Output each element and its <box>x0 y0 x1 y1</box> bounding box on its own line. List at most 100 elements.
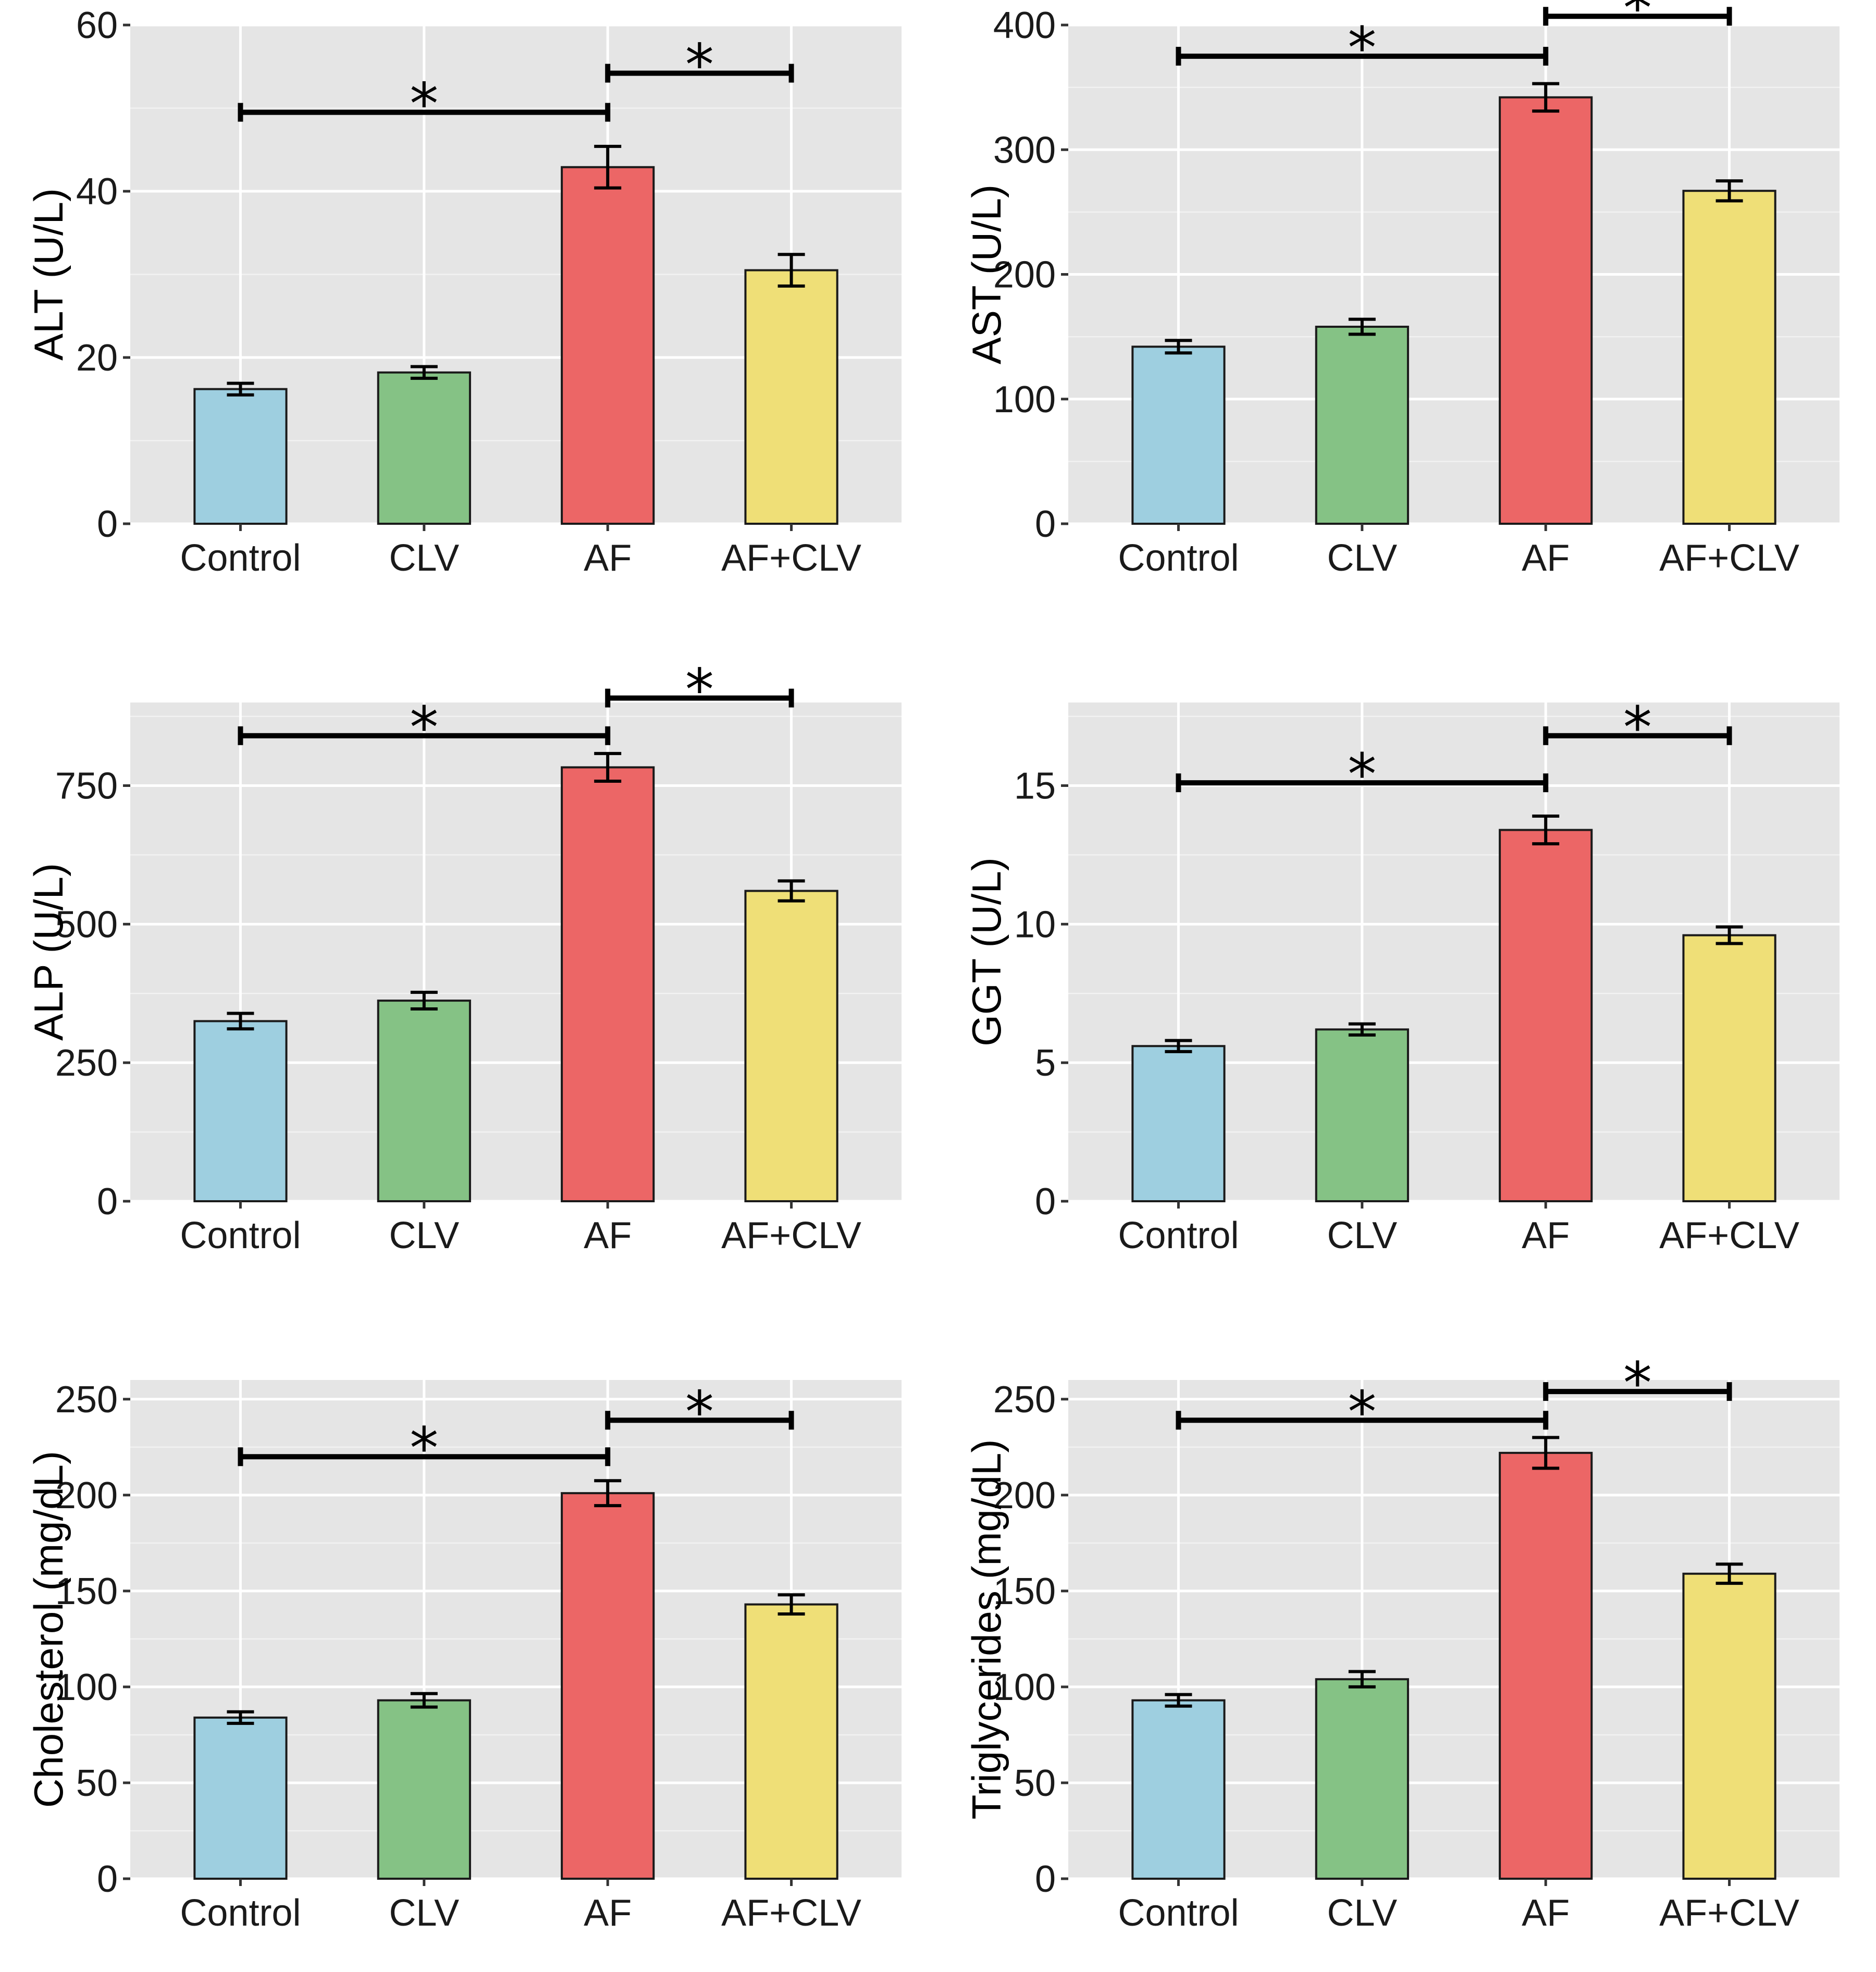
error-bar <box>1348 317 1376 336</box>
error-bar <box>777 1593 805 1616</box>
y-axis-title: GGT (U/L) <box>964 857 1009 1046</box>
bar-clv <box>1315 1678 1409 1880</box>
significance-star: * <box>1623 1350 1652 1416</box>
bar-control <box>193 1020 288 1203</box>
alt-chart: 0 20 40 60 Control CLV AF AF+CLV ALT (U/L) * * <box>0 0 938 615</box>
y-axis-title: Triglycerides (mg/dL) <box>964 1439 1009 1820</box>
bar-clv <box>377 1000 471 1202</box>
y-tick-label: 150 <box>993 1571 1056 1612</box>
y-tick-label: 15 <box>1014 766 1056 807</box>
y-tick-label: 400 <box>993 5 1056 46</box>
significance-bracket <box>238 1447 611 1466</box>
significance-star: * <box>410 694 438 761</box>
significance-bracket <box>238 103 611 122</box>
y-tick-label: 60 <box>76 5 118 46</box>
error-bar <box>1348 1670 1376 1688</box>
error-bar <box>594 144 622 190</box>
significance-star: * <box>685 1378 714 1445</box>
error-bar <box>1715 925 1743 945</box>
y-tick-label: 200 <box>55 1475 118 1517</box>
y-tick-label: 0 <box>1035 503 1056 545</box>
error-bar <box>1715 179 1743 203</box>
alp-chart: 0 250 500 750 Control CLV AF AF+CLV ALP (U/L) * * <box>0 656 938 1292</box>
bar-af-plus-clv <box>744 269 838 525</box>
x-tick-label: Control <box>1118 537 1239 579</box>
x-tick-label: AF+CLV <box>1659 1215 1799 1256</box>
x-tick-label: AF+CLV <box>721 537 861 579</box>
x-tick-label: CLV <box>1327 1215 1397 1256</box>
x-tick-label: CLV <box>389 1892 459 1934</box>
error-bar <box>594 751 622 783</box>
y-axis-title: ALT (U/L) <box>26 188 71 361</box>
x-tick-label: Control <box>1118 1892 1239 1934</box>
error-bar <box>227 381 254 397</box>
significance-bracket <box>1543 1382 1732 1401</box>
y-tick-label: 200 <box>993 254 1056 296</box>
y-tick-label: 500 <box>55 904 118 945</box>
significance-bracket <box>605 688 794 708</box>
significance-star: * <box>1348 741 1376 808</box>
bar-af-plus-clv <box>1682 190 1776 525</box>
bar-af <box>1499 1451 1593 1880</box>
x-tick-label: Control <box>180 1215 301 1256</box>
bar-clv <box>1315 1028 1409 1202</box>
bar-af <box>561 1492 655 1880</box>
x-tick-label: Control <box>180 537 301 579</box>
significance-bracket <box>605 1411 794 1430</box>
y-tick-label: 100 <box>993 1667 1056 1708</box>
bar-control <box>193 1716 288 1880</box>
bar-af <box>561 766 655 1203</box>
bar-clv <box>377 1699 471 1880</box>
y-axis-title: AST (U/L) <box>964 184 1009 364</box>
y-tick-label: 750 <box>55 766 118 807</box>
y-tick-label: 100 <box>993 379 1056 421</box>
y-tick-label: 250 <box>993 1379 1056 1421</box>
significance-star: * <box>410 1415 438 1482</box>
y-tick-label: 5 <box>1035 1042 1056 1084</box>
y-tick-label: 0 <box>1035 1858 1056 1900</box>
y-tick-label: 10 <box>1014 904 1056 945</box>
triglycerides-chart: 0 50 100 150 200 250 Control CLV AF AF+CLV Triglyc… <box>938 1350 1876 1972</box>
y-tick-label: 50 <box>76 1763 118 1804</box>
y-tick-label: 0 <box>97 1181 118 1223</box>
x-tick-label: Control <box>180 1892 301 1934</box>
bar-af <box>1499 96 1593 525</box>
y-axis-title: ALP (U/L) <box>26 863 71 1041</box>
error-bar <box>1532 814 1560 846</box>
significance-star: * <box>1623 694 1652 761</box>
error-bar <box>227 1710 254 1725</box>
y-tick-label: 0 <box>1035 1181 1056 1223</box>
error-bar <box>1165 1693 1192 1708</box>
significance-star: * <box>1348 1378 1376 1445</box>
bar-control <box>1131 1699 1226 1880</box>
error-bar <box>410 1692 438 1709</box>
x-tick-label: AF <box>1522 1892 1570 1934</box>
error-bar <box>1348 1022 1376 1037</box>
significance-star: * <box>410 70 438 137</box>
y-tick-label: 0 <box>97 1858 118 1900</box>
cholesterol-chart: 0 50 100 150 200 250 Control CLV AF AF+CLV Cholest… <box>0 1355 938 1972</box>
significance-star: * <box>1623 0 1652 41</box>
x-tick-label: AF <box>584 1892 632 1934</box>
error-bar <box>1532 82 1560 113</box>
significance-bracket <box>1176 46 1549 66</box>
bar-clv <box>377 371 471 525</box>
x-tick-label: AF <box>584 1215 632 1256</box>
x-tick-label: AF <box>1522 1215 1570 1256</box>
y-tick-label: 20 <box>76 337 118 379</box>
significance-bracket <box>605 64 794 83</box>
y-tick-label: 200 <box>993 1475 1056 1517</box>
x-tick-label: CLV <box>389 1215 459 1256</box>
x-tick-label: AF+CLV <box>721 1215 861 1256</box>
y-tick-label: 300 <box>993 129 1056 171</box>
error-bar <box>1165 1039 1192 1053</box>
ast-chart: 0 100 200 300 400 Control CLV AF AF+CLV AST (U/L)… <box>938 0 1876 615</box>
bar-control <box>1131 346 1226 525</box>
error-bar <box>777 253 805 288</box>
bar-af-plus-clv <box>744 890 838 1202</box>
x-tick-label: CLV <box>1327 537 1397 579</box>
x-tick-label: AF+CLV <box>1659 1892 1799 1934</box>
error-bar <box>777 879 805 903</box>
error-bar <box>594 1479 622 1508</box>
bar-af <box>1499 829 1593 1203</box>
